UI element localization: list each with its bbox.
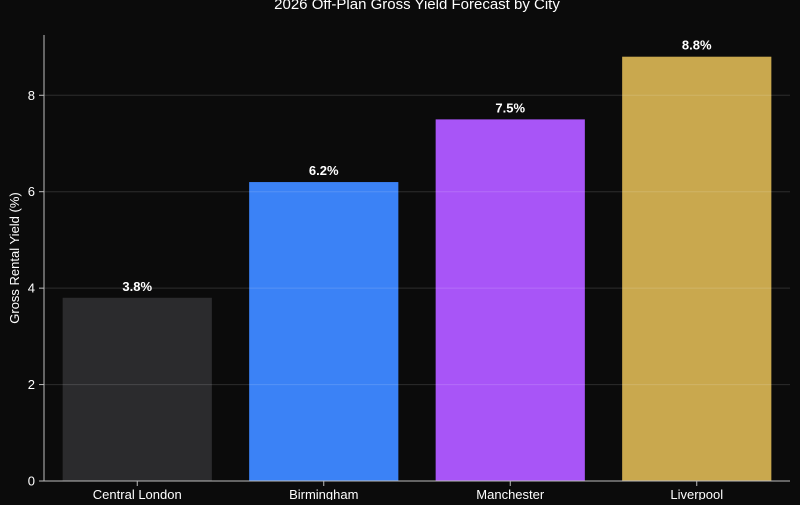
y-axis-label: Gross Rental Yield (%) xyxy=(7,192,22,324)
y-tick-label: 8 xyxy=(28,88,35,103)
bars-layer xyxy=(62,56,772,481)
y-tick-label: 2 xyxy=(28,377,35,392)
data-label: 7.5% xyxy=(495,100,525,115)
x-tick-label: Central London xyxy=(93,487,182,500)
data-label: 8.8% xyxy=(682,38,712,53)
bar-birmingham xyxy=(249,182,399,481)
bar-central-london xyxy=(62,297,212,481)
gridlines xyxy=(44,94,790,386)
x-tick-label: Birmingham xyxy=(289,487,358,500)
labels-layer: 3.8% Central London 6.2% Birmingham 7.5% Manc… xyxy=(28,38,723,502)
axes-layer xyxy=(39,35,790,486)
y-tick-label: 6 xyxy=(28,184,35,199)
bar-liverpool xyxy=(622,56,772,481)
bar-manchester xyxy=(435,119,585,481)
x-tick-label: Manchester xyxy=(476,487,545,500)
y-tick-label: 0 xyxy=(28,474,35,489)
data-label: 6.2% xyxy=(309,163,339,178)
y-tick-label: 4 xyxy=(28,281,35,296)
x-tick-label: Liverpool xyxy=(670,487,723,500)
chart-title: 2026 Off-Plan Gross Yield Forecast by Ci… xyxy=(274,0,560,13)
data-label: 3.8% xyxy=(122,279,152,294)
